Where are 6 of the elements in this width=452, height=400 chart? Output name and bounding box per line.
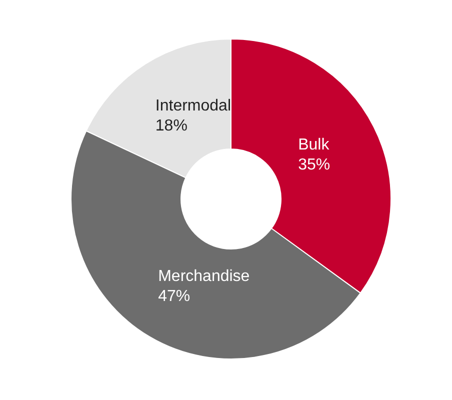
slice-label: Merchandise (158, 268, 250, 286)
data-label: 18% (155, 118, 188, 135)
data-label: 47% (158, 288, 190, 306)
slice-label: Bulk (298, 136, 330, 154)
data-label: 35% (298, 156, 330, 174)
slice-label: Intermodal (155, 98, 232, 115)
